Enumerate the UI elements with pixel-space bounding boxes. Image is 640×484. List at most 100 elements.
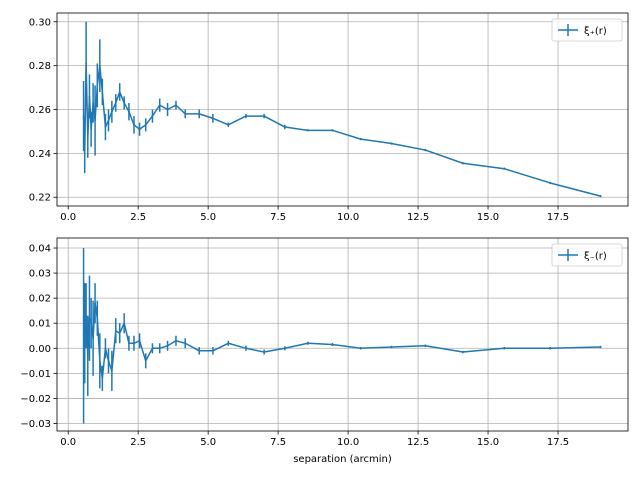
data-point [128, 110, 130, 113]
data-point [462, 351, 464, 353]
data-point [390, 346, 393, 348]
legend-box [551, 243, 623, 267]
data-point [96, 84, 99, 87]
data-point [184, 342, 186, 345]
data-point [227, 342, 230, 345]
data-point [88, 317, 91, 320]
data-point [331, 129, 334, 132]
x-tick-label: 17.5 [547, 212, 569, 223]
data-point [82, 115, 85, 117]
data-point [86, 137, 89, 139]
data-point [359, 138, 362, 140]
data-point [151, 347, 154, 350]
data-point [144, 124, 147, 126]
data-point [227, 124, 230, 126]
data-point [92, 102, 94, 104]
data-point [96, 317, 99, 320]
data-point [503, 167, 506, 170]
y-tick-label: 0.22 [29, 193, 51, 204]
xi-minus-panel: 0.0 2.5 5.0 7.5 10.0 12.5 15.0 17.5 −0.03 −0.02 −0… [20, 237, 629, 465]
data-point [128, 342, 130, 345]
data-point [306, 129, 309, 132]
data-point [175, 104, 177, 106]
data-point [263, 115, 265, 117]
data-point [99, 64, 101, 67]
x-tick-label: 0.0 [60, 212, 76, 223]
legend: ξ₊(r) [551, 18, 623, 42]
data-point [212, 349, 214, 352]
y-tick-label: −0.01 [20, 369, 51, 380]
data-point [123, 322, 125, 325]
data-point [138, 128, 141, 131]
data-point [424, 149, 427, 151]
y-tick-label: 0.02 [29, 294, 51, 305]
x-tick-label: 0.0 [60, 437, 76, 448]
axes-frame [56, 12, 629, 207]
x-tick-label: 5.0 [200, 212, 216, 223]
data-point [138, 339, 141, 342]
x-tick-label: 7.5 [270, 212, 286, 223]
data-point [82, 334, 85, 337]
x-tick-label: 2.5 [130, 437, 146, 448]
data-point [212, 117, 214, 120]
x-tick-label: 17.5 [547, 437, 569, 448]
data-point [424, 344, 427, 347]
data-point [133, 124, 135, 126]
x-tick-label: 12.5 [407, 212, 429, 223]
xi-plus-panel: 0.0 2.5 5.0 7.5 10.0 12.5 15.0 17.5 0.22 0.24 0.26… [29, 12, 629, 223]
data-point [99, 360, 101, 362]
data-point [114, 329, 117, 332]
data-point [549, 347, 551, 350]
data-point [503, 347, 506, 350]
data-point [111, 370, 113, 372]
data-point [92, 337, 94, 340]
data-point [158, 104, 161, 106]
y-tick-label: 0.03 [29, 269, 51, 280]
data-point [390, 142, 393, 145]
data-point [85, 62, 87, 65]
data-point [284, 126, 286, 128]
x-tick-label: 7.5 [270, 437, 286, 448]
data-point [245, 115, 247, 117]
y-tick-label: −0.02 [20, 394, 51, 405]
axes-frame [56, 237, 629, 432]
y-tick-label: 0.26 [29, 105, 51, 116]
legend-label: ξ₊(r) [584, 26, 607, 37]
data-point [107, 119, 110, 122]
legend-box [551, 18, 623, 42]
y-tick-label: 0.01 [29, 319, 51, 330]
x-tick-label: 12.5 [407, 437, 429, 448]
x-tick-label: 15.0 [477, 212, 499, 223]
data-point [104, 126, 107, 128]
y-tick-label: −0.03 [20, 419, 51, 430]
data-point [101, 91, 104, 93]
data-point [306, 342, 309, 345]
data-point [111, 110, 113, 113]
data-point [114, 102, 117, 104]
data-point [83, 152, 86, 155]
x-tick-label: 15.0 [477, 437, 499, 448]
data-point [94, 302, 96, 304]
legend-label: ξ₋(r) [584, 251, 607, 262]
data-point [263, 351, 265, 353]
data-point [198, 349, 200, 352]
legend: ξ₋(r) [551, 243, 623, 267]
x-tick-label: 10.0 [337, 212, 359, 223]
y-tick-label: 0.30 [29, 17, 51, 28]
data-point [166, 344, 169, 347]
data-point [175, 339, 177, 342]
data-point [118, 332, 121, 335]
data-point [118, 91, 121, 93]
x-tick-label: 2.5 [130, 212, 146, 223]
data-point [90, 322, 92, 325]
data-point [104, 347, 107, 350]
x-tick-label: 10.0 [337, 437, 359, 448]
data-point [94, 119, 96, 122]
data-point [90, 128, 92, 131]
data-point [151, 115, 154, 117]
y-tick-label: 0.24 [29, 149, 51, 160]
data-point [123, 102, 125, 104]
data-point [198, 113, 200, 115]
data-point [144, 360, 147, 362]
